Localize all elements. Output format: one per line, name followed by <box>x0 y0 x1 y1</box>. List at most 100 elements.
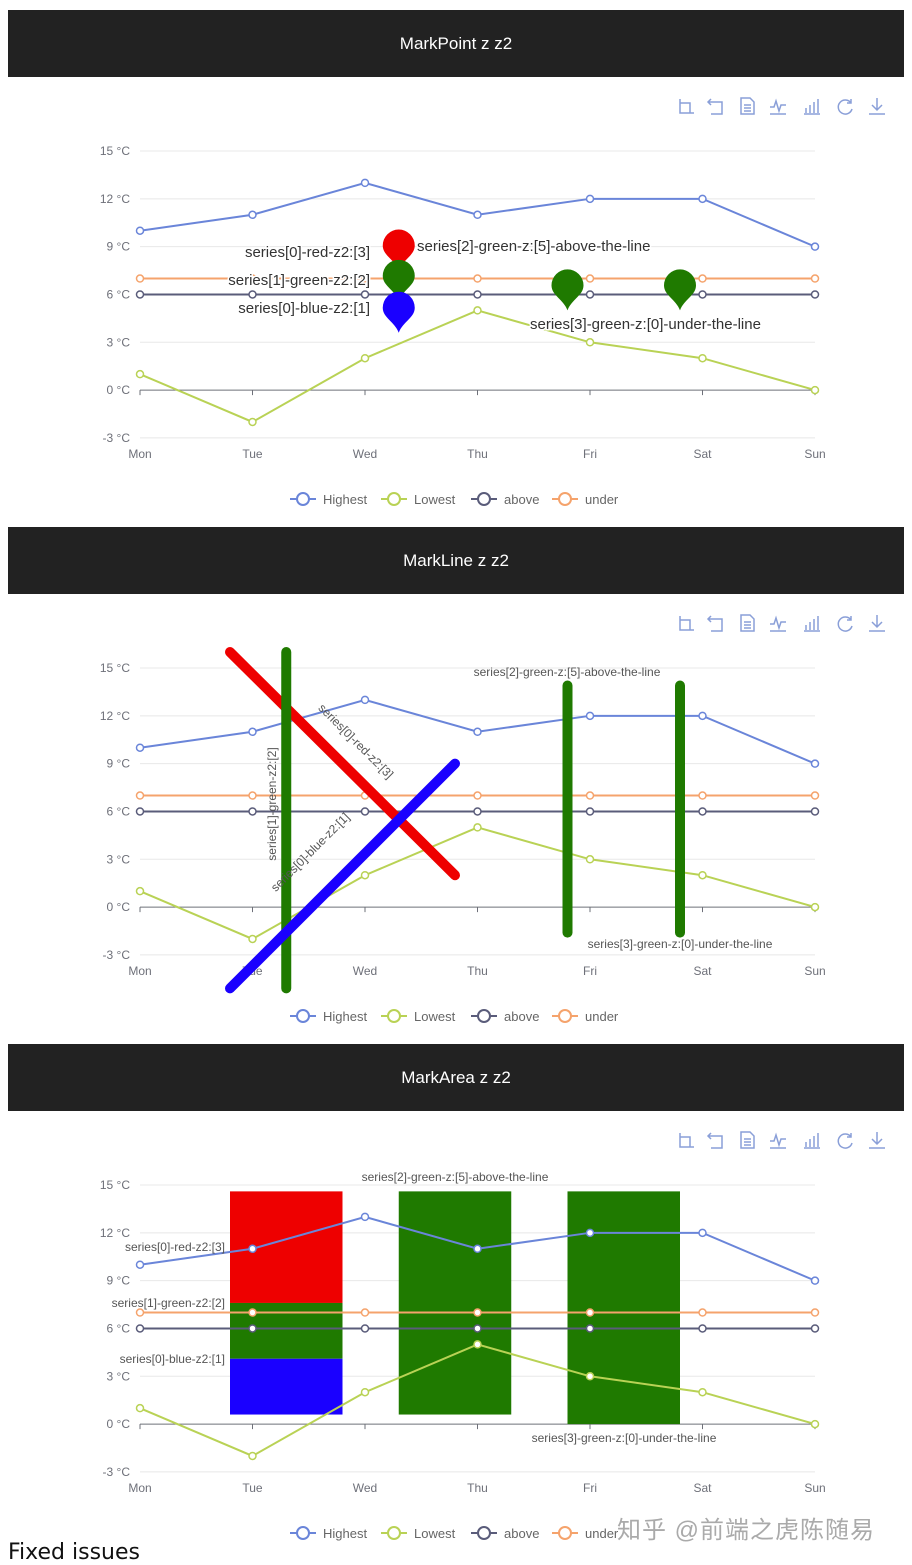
y-tick-label: 3 °C <box>107 1369 131 1383</box>
legend-item-highest[interactable]: Highest <box>290 1526 367 1541</box>
legend-item-under[interactable]: under <box>552 1009 619 1024</box>
y-tick-label: 0 °C <box>107 383 131 397</box>
data-point <box>360 1324 370 1333</box>
legend-circle-icon <box>477 1526 491 1540</box>
data-point <box>248 1451 257 1461</box>
download-icon[interactable] <box>869 1132 885 1149</box>
line-chart-icon[interactable] <box>770 615 786 632</box>
x-tick-label: Sun <box>804 964 825 978</box>
x-tick-label: Mon <box>128 964 151 978</box>
y-tick-label: 9 °C <box>107 1274 131 1288</box>
zoom-reset-icon-glyph <box>706 615 723 632</box>
zoom-reset-icon[interactable] <box>706 615 723 632</box>
data-point <box>585 194 595 204</box>
x-tick-label: Wed <box>353 447 377 461</box>
data-point <box>473 1244 482 1254</box>
zoom-reset-icon[interactable] <box>706 1132 723 1149</box>
data-point <box>698 194 707 204</box>
section-markline: MarkLine z z2 15 °C 12 °C 9 °C 6 °C 3 °C 0 °C… <box>8 527 904 1044</box>
data-point <box>360 274 370 283</box>
data-point <box>248 1324 257 1333</box>
data-point <box>248 274 257 283</box>
data-point <box>248 210 257 220</box>
restore-icon[interactable] <box>837 99 853 115</box>
mark-label: series[0]-blue-z2:[1] <box>238 300 370 317</box>
data-point <box>698 1308 707 1317</box>
data-point <box>135 1403 145 1413</box>
data-point <box>473 727 482 737</box>
data-point <box>473 290 482 299</box>
data-point <box>810 807 820 816</box>
bar-chart-icon[interactable] <box>804 99 820 115</box>
zoom-icon-glyph <box>679 99 694 114</box>
zoom-icon[interactable] <box>679 99 694 114</box>
data-point <box>698 353 707 363</box>
restore-icon[interactable] <box>837 616 853 632</box>
legend-circle-icon <box>558 1009 572 1023</box>
data-point <box>360 290 370 299</box>
data-point <box>473 1324 482 1333</box>
legend-item-highest[interactable]: Highest <box>290 492 367 507</box>
download-icon[interactable] <box>869 98 885 115</box>
chart-markline: 15 °C12 °C9 °C6 °C3 °C0 °C-3 °CMonTueWed… <box>100 614 885 1024</box>
mark-area <box>230 1191 343 1303</box>
data-point <box>810 242 820 251</box>
zoom-reset-icon[interactable] <box>706 98 723 115</box>
bar-chart-icon[interactable] <box>804 616 820 632</box>
data-point <box>585 791 595 800</box>
y-tick-label: 0 °C <box>107 1417 131 1431</box>
legend-item-lowest[interactable]: Lowest <box>381 492 456 507</box>
data-point <box>360 870 370 880</box>
x-tick-label: Fri <box>583 1481 597 1495</box>
legend-circle-icon <box>558 492 572 506</box>
data-point <box>585 711 595 721</box>
data-point <box>698 791 707 800</box>
legend-item-under[interactable]: under <box>552 492 619 507</box>
legend-item-lowest[interactable]: Lowest <box>381 1009 456 1024</box>
data-view-icon-glyph <box>740 1131 755 1149</box>
legend-item-highest[interactable]: Highest <box>290 1009 367 1024</box>
data-view-icon[interactable] <box>740 97 755 115</box>
data-point <box>248 934 257 944</box>
data-point <box>810 290 820 299</box>
legend-item-under[interactable]: under <box>552 1526 619 1541</box>
restore-icon-glyph <box>837 99 853 115</box>
zoom-icon-glyph <box>679 1133 694 1148</box>
data-point <box>248 417 257 427</box>
series-line-lowest <box>139 826 816 941</box>
y-tick-label: 9 °C <box>107 757 131 771</box>
x-tick-label: Sun <box>804 447 825 461</box>
line-chart-icon-glyph <box>770 615 786 632</box>
x-tick-label: Fri <box>583 447 597 461</box>
bar-chart-icon[interactable] <box>804 1133 820 1149</box>
bar-chart-icon-glyph <box>804 99 820 115</box>
x-tick-label: Thu <box>467 447 488 461</box>
data-point <box>360 1387 370 1397</box>
mark-label: series[1]-green-z2:[2] <box>228 272 370 289</box>
data-point <box>585 1228 595 1238</box>
restore-icon[interactable] <box>837 1133 853 1149</box>
legend-item-above[interactable]: above <box>471 492 539 507</box>
zoom-icon[interactable] <box>679 616 694 631</box>
line-chart-icon[interactable] <box>770 1132 786 1149</box>
data-point <box>135 886 145 896</box>
data-point <box>698 274 707 283</box>
data-point <box>135 290 145 299</box>
x-tick-label: Mon <box>128 447 151 461</box>
line-chart-icon[interactable] <box>770 98 786 115</box>
data-view-icon[interactable] <box>740 1131 755 1149</box>
y-tick-label: -3 °C <box>103 1465 131 1479</box>
data-point <box>473 1340 482 1349</box>
zoom-icon[interactable] <box>679 1133 694 1148</box>
data-view-icon[interactable] <box>740 614 755 632</box>
legend-label: Highest <box>323 1009 367 1024</box>
download-icon[interactable] <box>869 615 885 632</box>
data-point <box>810 1308 820 1317</box>
legend-item-lowest[interactable]: Lowest <box>381 1526 456 1541</box>
data-view-icon-glyph <box>740 97 755 115</box>
legend-item-above[interactable]: above <box>471 1526 539 1541</box>
y-tick-label: 0 °C <box>107 900 131 914</box>
mark-label: series[0]-red-z2:[3] <box>125 1240 225 1254</box>
legend-item-above[interactable]: above <box>471 1009 539 1024</box>
y-tick-label: 3 °C <box>107 852 131 866</box>
